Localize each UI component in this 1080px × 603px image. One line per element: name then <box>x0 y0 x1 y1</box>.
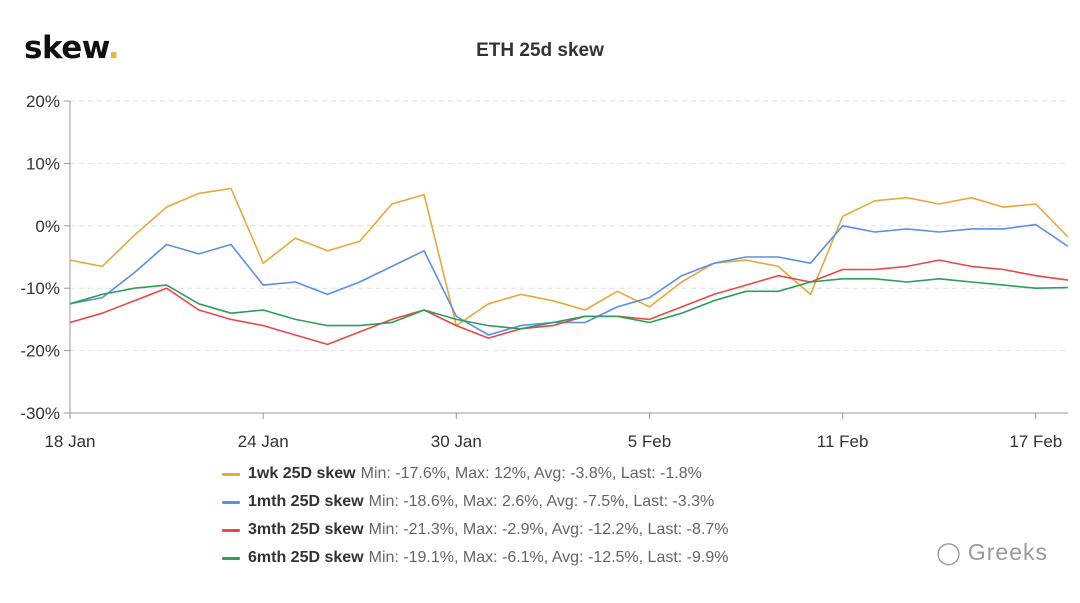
logo-text: skew <box>24 30 108 66</box>
legend-series-name: 3mth 25D skew <box>248 521 364 538</box>
y-tick-label: -20% <box>20 342 60 361</box>
legend-series-stats: Min: -17.6%, Max: 12%, Avg: -3.8%, Last:… <box>360 465 702 482</box>
legend-series-name: 1wk 25D skew <box>248 465 356 482</box>
y-tick-label: 0% <box>35 217 60 236</box>
x-tick-label: 17 Feb <box>1009 432 1062 451</box>
y-tick-label: 20% <box>26 92 60 111</box>
y-tick-label: 10% <box>26 154 60 173</box>
logo-dot: . <box>107 30 120 66</box>
legend-series-name: 1mth 25D skew <box>248 493 364 510</box>
legend-item[interactable]: 3mth 25D skew Min: -21.3%, Max: -2.9%, Av… <box>222 516 728 544</box>
wechat-icon: ◯ <box>936 539 962 565</box>
y-tick-label: -10% <box>20 279 60 298</box>
legend-series-stats: Min: -18.6%, Max: 2.6%, Avg: -7.5%, Last… <box>368 493 715 510</box>
legend-series-stats: Min: -21.3%, Max: -2.9%, Avg: -12.2%, La… <box>368 521 729 538</box>
x-tick-label: 30 Jan <box>431 432 482 451</box>
legend-swatch <box>222 528 240 532</box>
legend-item[interactable]: 6mth 25D skew Min: -19.1%, Max: -6.1%, Av… <box>222 544 728 572</box>
chart-legend: 1wk 25D skew Min: -17.6%, Max: 12%, Avg: … <box>222 460 728 572</box>
x-tick-label: 5 Feb <box>628 432 671 451</box>
legend-item[interactable]: 1wk 25D skew Min: -17.6%, Max: 12%, Avg: … <box>222 460 728 488</box>
grid-lines <box>70 100 1068 414</box>
series-line-3 <box>69 277 1069 330</box>
x-tick-label: 18 Jan <box>44 432 95 451</box>
legend-item[interactable]: 1mth 25D skew Min: -18.6%, Max: 2.6%, Avg… <box>222 488 728 516</box>
chart-title: ETH 25d skew <box>476 40 604 61</box>
legend-swatch <box>222 500 240 504</box>
legend-series-name: 6mth 25D skew <box>248 549 364 566</box>
series-lines <box>69 187 1069 346</box>
legend-series-stats: Min: -19.1%, Max: -6.1%, Avg: -12.5%, La… <box>368 549 729 566</box>
skew-logo: skew. <box>24 30 120 66</box>
series-line-2 <box>69 259 1069 346</box>
y-tick-label: -30% <box>20 404 60 423</box>
legend-swatch <box>222 472 240 476</box>
watermark-text: Greeks <box>967 539 1048 565</box>
axes: 20% 10% 0% -10% -20% -30% 18 Jan 24 Jan 30 Jan 5 … <box>20 92 1068 451</box>
x-tick-label: 24 Jan <box>238 432 289 451</box>
x-tick-label: 11 Feb <box>817 432 869 451</box>
series-line-1 <box>69 223 1069 336</box>
watermark: ◯ Greeks <box>936 539 1048 566</box>
series-line-0 <box>69 187 1069 327</box>
legend-swatch <box>222 556 240 560</box>
